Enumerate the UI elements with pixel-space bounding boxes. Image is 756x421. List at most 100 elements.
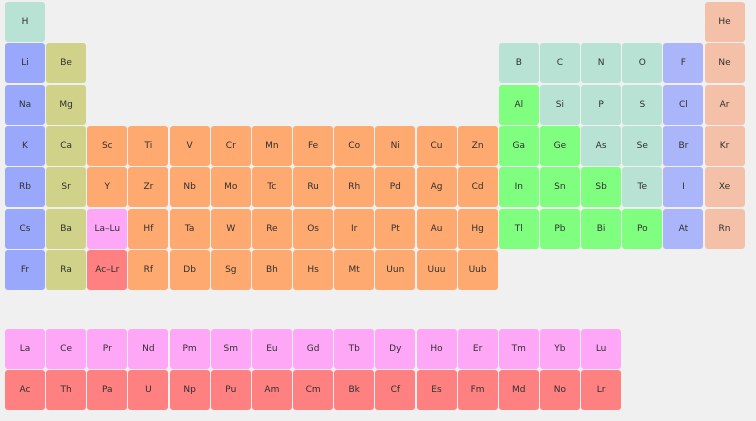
element-cell-sm[interactable]: Sm [210, 329, 251, 369]
element-cell-f[interactable]: F [663, 43, 704, 84]
element-cell-u[interactable]: U [128, 370, 169, 410]
element-cell-ce[interactable]: Ce [46, 329, 87, 369]
element-cell-eu[interactable]: Eu [251, 329, 292, 369]
element-cell-sn[interactable]: Sn [539, 167, 580, 208]
element-cell-be[interactable]: Be [46, 43, 87, 84]
element-cell-y[interactable]: Y [87, 167, 128, 208]
element-cell-db[interactable]: Db [169, 249, 210, 290]
element-cell-k[interactable]: K [5, 125, 45, 166]
element-cell-hg[interactable]: Hg [457, 208, 498, 249]
element-cell-cm[interactable]: Cm [293, 370, 334, 410]
element-cell-cl[interactable]: Cl [663, 84, 704, 125]
element-cell-rn[interactable]: Rn [704, 208, 745, 249]
element-cell-ho[interactable]: Ho [416, 329, 457, 369]
element-cell-pd[interactable]: Pd [375, 167, 416, 208]
element-cell-li[interactable]: Li [5, 43, 45, 84]
element-cell-fe[interactable]: Fe [293, 125, 334, 166]
element-cell-he[interactable]: He [704, 2, 745, 42]
element-cell-ni[interactable]: Ni [375, 125, 416, 166]
element-cell-zn[interactable]: Zn [457, 125, 498, 166]
element-cell-sr[interactable]: Sr [46, 167, 87, 208]
element-cell-ra[interactable]: Ra [46, 249, 87, 290]
element-cell-c[interactable]: C [539, 43, 580, 84]
element-cell-s[interactable]: S [622, 84, 663, 125]
element-cell-fm[interactable]: Fm [457, 370, 498, 410]
element-cell-uun[interactable]: Uun [375, 249, 416, 290]
element-cell-ge[interactable]: Ge [539, 125, 580, 166]
element-cell-ne[interactable]: Ne [704, 43, 745, 84]
element-cell-tm[interactable]: Tm [498, 329, 539, 369]
element-cell-bi[interactable]: Bi [581, 208, 622, 249]
element-cell-se[interactable]: Se [622, 125, 663, 166]
element-cell-kr[interactable]: Kr [704, 125, 745, 166]
element-cell-cd[interactable]: Cd [457, 167, 498, 208]
element-cell-ti[interactable]: Ti [128, 125, 169, 166]
element-cell-uuu[interactable]: Uuu [416, 249, 457, 290]
element-cell-rb[interactable]: Rb [5, 167, 45, 208]
element-cell-ba[interactable]: Ba [46, 208, 87, 249]
element-cell-fr[interactable]: Fr [5, 249, 45, 290]
element-cell-mo[interactable]: Mo [210, 167, 251, 208]
element-cell-dy[interactable]: Dy [375, 329, 416, 369]
element-cell-am[interactable]: Am [251, 370, 292, 410]
element-cell-sg[interactable]: Sg [210, 249, 251, 290]
element-cell-si[interactable]: Si [539, 84, 580, 125]
element-cell-pu[interactable]: Pu [210, 370, 251, 410]
element-cell-pb[interactable]: Pb [539, 208, 580, 249]
element-cell-es[interactable]: Es [416, 370, 457, 410]
element-cell-np[interactable]: Np [169, 370, 210, 410]
element-cell-md[interactable]: Md [498, 370, 539, 410]
element-cell-br[interactable]: Br [663, 125, 704, 166]
element-cell-v[interactable]: V [169, 125, 210, 166]
element-cell-rh[interactable]: Rh [334, 167, 375, 208]
element-cell-ac-lr[interactable]: Ac–Lr [87, 249, 128, 290]
element-cell-xe[interactable]: Xe [704, 167, 745, 208]
element-cell-er[interactable]: Er [457, 329, 498, 369]
element-cell-sc[interactable]: Sc [87, 125, 128, 166]
element-cell-nb[interactable]: Nb [169, 167, 210, 208]
element-cell-pr[interactable]: Pr [87, 329, 128, 369]
element-cell-th[interactable]: Th [46, 370, 87, 410]
element-cell-tc[interactable]: Tc [251, 167, 292, 208]
element-cell-cf[interactable]: Cf [375, 370, 416, 410]
element-cell-tl[interactable]: Tl [498, 208, 539, 249]
element-cell-ac[interactable]: Ac [5, 370, 45, 410]
element-cell-nd[interactable]: Nd [128, 329, 169, 369]
element-cell-mn[interactable]: Mn [251, 125, 292, 166]
element-cell-zr[interactable]: Zr [128, 167, 169, 208]
element-cell-al[interactable]: Al [498, 84, 539, 125]
element-cell-tb[interactable]: Tb [334, 329, 375, 369]
element-cell-na[interactable]: Na [5, 84, 45, 125]
element-cell-gd[interactable]: Gd [293, 329, 334, 369]
element-cell-mt[interactable]: Mt [334, 249, 375, 290]
element-cell-au[interactable]: Au [416, 208, 457, 249]
element-cell-cu[interactable]: Cu [416, 125, 457, 166]
element-cell-w[interactable]: W [210, 208, 251, 249]
element-cell-as[interactable]: As [581, 125, 622, 166]
element-cell-la[interactable]: La [5, 329, 45, 369]
element-cell-ru[interactable]: Ru [293, 167, 334, 208]
element-cell-i[interactable]: I [663, 167, 704, 208]
element-cell-p[interactable]: P [581, 84, 622, 125]
element-cell-rf[interactable]: Rf [128, 249, 169, 290]
element-cell-n[interactable]: N [581, 43, 622, 84]
element-cell-cr[interactable]: Cr [210, 125, 251, 166]
element-cell-b[interactable]: B [498, 43, 539, 84]
element-cell-te[interactable]: Te [622, 167, 663, 208]
element-cell-uub[interactable]: Uub [457, 249, 498, 290]
element-cell-no[interactable]: No [539, 370, 580, 410]
element-cell-ir[interactable]: Ir [334, 208, 375, 249]
element-cell-pa[interactable]: Pa [87, 370, 128, 410]
element-cell-ag[interactable]: Ag [416, 167, 457, 208]
element-cell-os[interactable]: Os [293, 208, 334, 249]
element-cell-in[interactable]: In [498, 167, 539, 208]
element-cell-at[interactable]: At [663, 208, 704, 249]
element-cell-sb[interactable]: Sb [581, 167, 622, 208]
element-cell-ga[interactable]: Ga [498, 125, 539, 166]
element-cell-co[interactable]: Co [334, 125, 375, 166]
element-cell-lr[interactable]: Lr [581, 370, 622, 410]
element-cell-bh[interactable]: Bh [251, 249, 292, 290]
element-cell-pt[interactable]: Pt [375, 208, 416, 249]
element-cell-mg[interactable]: Mg [46, 84, 87, 125]
element-cell-la-lu[interactable]: La–Lu [87, 208, 128, 249]
